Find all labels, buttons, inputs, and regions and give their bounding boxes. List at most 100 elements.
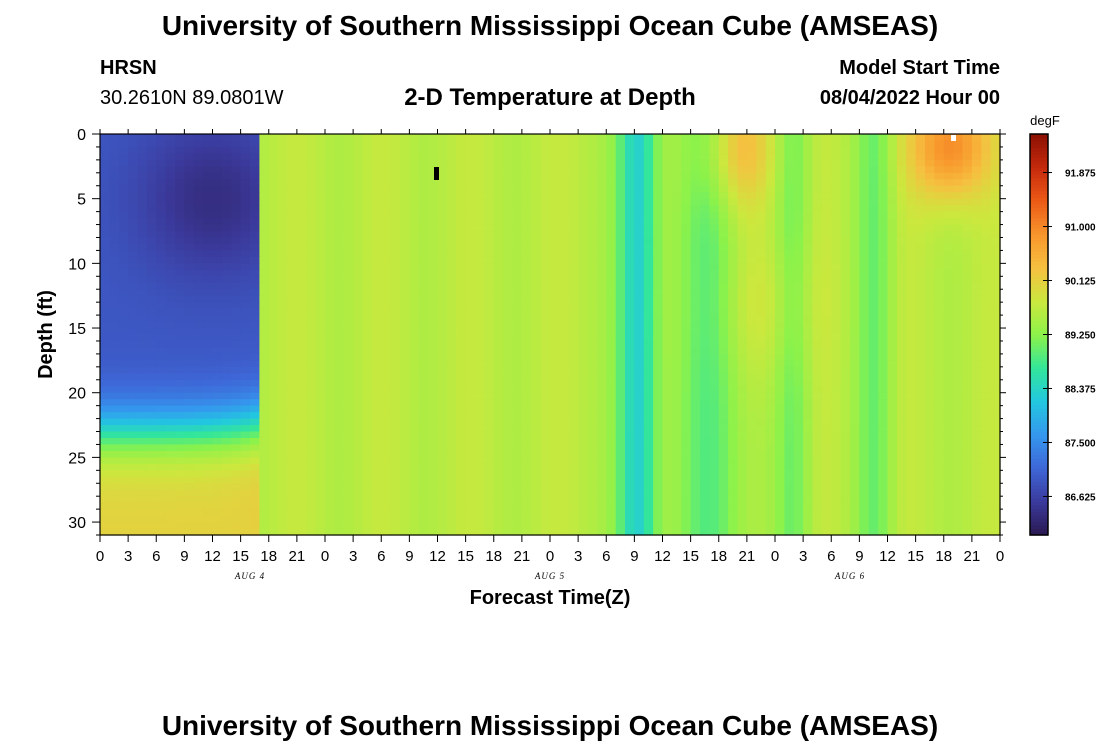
heatmap-cell <box>990 353 1001 361</box>
heatmap-cell <box>671 373 682 381</box>
heatmap-cell <box>456 392 467 400</box>
heatmap-cell <box>437 405 448 413</box>
heatmap-cell <box>981 198 992 206</box>
heatmap-cell <box>793 205 804 213</box>
heatmap-cell <box>981 166 992 174</box>
heatmap-cell <box>756 450 767 458</box>
heatmap-cell <box>559 360 570 368</box>
heatmap-cell <box>643 315 654 323</box>
heatmap-cell <box>362 146 373 155</box>
heatmap-cell <box>943 282 954 290</box>
heatmap-cell <box>109 444 120 452</box>
heatmap-cell <box>737 159 748 167</box>
heatmap-cell <box>775 289 785 297</box>
heatmap-cell <box>390 185 401 193</box>
heatmap-cell <box>259 269 270 277</box>
heatmap-cell <box>212 379 223 387</box>
heatmap-cell <box>681 321 692 329</box>
heatmap-cell <box>381 146 392 155</box>
heatmap-cell <box>137 386 148 394</box>
heatmap-cell <box>662 418 673 426</box>
heatmap-cell <box>934 231 945 239</box>
heatmap-cell <box>240 360 251 368</box>
heatmap-cell <box>446 353 457 361</box>
heatmap-cell <box>137 205 148 213</box>
heatmap-cell <box>625 463 635 471</box>
heatmap-cell <box>465 179 476 187</box>
heatmap-cell <box>493 353 504 361</box>
heatmap-cell <box>653 166 664 174</box>
heatmap-cell <box>765 353 776 361</box>
heatmap-cell <box>343 418 354 426</box>
heatmap-cell <box>250 146 260 155</box>
heatmap-cell <box>231 353 242 361</box>
heatmap-cell <box>568 431 579 439</box>
heatmap-cell <box>662 289 673 297</box>
heatmap-cell <box>503 315 514 323</box>
heatmap-cell <box>775 140 785 148</box>
heatmap-cell <box>512 153 523 161</box>
heatmap-cell <box>296 347 307 355</box>
heatmap-cell <box>296 172 307 180</box>
heatmap-cell <box>531 134 542 142</box>
heatmap-cell <box>521 425 532 433</box>
heatmap-cell <box>390 392 401 400</box>
heatmap-cell <box>709 405 720 413</box>
heatmap-cell <box>156 315 167 323</box>
heatmap-cell <box>625 412 635 420</box>
heatmap-cell <box>465 205 476 213</box>
heatmap-cell <box>971 256 982 264</box>
heatmap-cell <box>259 172 270 180</box>
heatmap-cell <box>325 243 335 252</box>
heatmap-cell <box>896 256 907 264</box>
heatmap-cell <box>625 444 635 452</box>
heatmap-cell <box>100 295 110 303</box>
heatmap-cell <box>128 289 139 297</box>
heatmap-cell <box>868 302 879 310</box>
heatmap-cell <box>812 315 823 323</box>
heatmap-cell <box>671 295 682 303</box>
heatmap-cell <box>212 179 223 187</box>
heatmap-cell <box>315 308 326 316</box>
heatmap-cell <box>812 308 823 316</box>
heatmap-cell <box>915 140 926 148</box>
heatmap-cell <box>550 231 560 239</box>
heatmap-cell <box>325 134 335 142</box>
heatmap-cell <box>437 140 448 148</box>
heatmap-cell <box>578 392 589 400</box>
heatmap-cell <box>503 347 514 355</box>
heatmap-cell <box>212 334 223 342</box>
heatmap-cell <box>165 153 176 161</box>
heatmap-cell <box>662 340 673 349</box>
heatmap-cell <box>868 243 879 252</box>
heatmap-cell <box>906 321 917 329</box>
heatmap-cell <box>137 134 148 142</box>
heatmap-cell <box>700 282 710 290</box>
heatmap-cell <box>409 405 420 413</box>
heatmap-cell <box>250 353 260 361</box>
heatmap-cell <box>812 457 823 465</box>
heatmap-cell <box>615 418 626 426</box>
heatmap-cell <box>718 379 729 387</box>
heatmap-cell <box>953 289 964 297</box>
heatmap-cell <box>634 192 645 200</box>
heatmap-cell <box>653 198 664 206</box>
heatmap-cell <box>278 321 289 329</box>
heatmap-cell <box>896 192 907 200</box>
heatmap-cell <box>165 140 176 148</box>
heatmap-cell <box>934 153 945 161</box>
heatmap-cell <box>775 321 785 329</box>
heatmap-cell <box>990 392 1001 400</box>
heatmap-cell <box>503 140 514 148</box>
heatmap-cell <box>193 302 204 310</box>
heatmap-cell <box>737 256 748 264</box>
heatmap-cell <box>268 418 279 426</box>
heatmap-cell <box>146 334 157 342</box>
heatmap-cell <box>653 353 664 361</box>
heatmap-cell <box>418 282 429 290</box>
heatmap-cell <box>559 140 570 148</box>
heatmap-cell <box>446 457 457 465</box>
heatmap-cell <box>325 211 335 219</box>
heatmap-cell <box>596 166 607 174</box>
heatmap-cell <box>259 431 270 439</box>
